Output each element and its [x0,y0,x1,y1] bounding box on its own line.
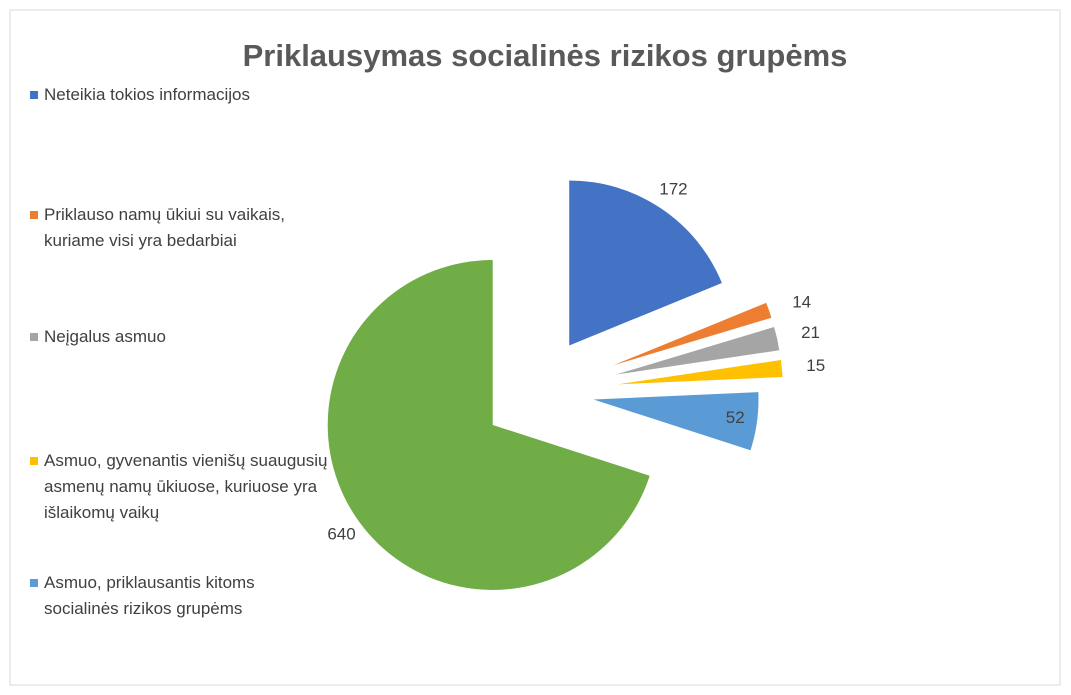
pie-slice [593,392,759,451]
legend-label: Neįgalus asmuo [44,327,166,346]
legend-entry: Neteikia tokios informacijos [30,82,334,108]
data-label: 14 [792,292,811,311]
legend-swatch [30,457,38,465]
legend-entry: Neįgalus asmuo [30,324,334,350]
legend-label: Asmuo, priklausantis kitoms socialinės r… [44,573,255,618]
legend-swatch [30,91,38,99]
legend-label: Neteikia tokios informacijos [44,85,250,104]
pie-slice [617,360,783,385]
legend-label: Priklauso namų ūkiui su vaikais, kuriame… [44,205,285,250]
legend-swatch [30,211,38,219]
pie-slice [327,259,650,590]
data-label: 640 [327,524,355,543]
pie-slice [569,180,722,346]
data-label: 15 [806,356,825,375]
pie-slice [613,302,772,366]
legend-entry: Asmuo, priklausantis kitoms socialinės r… [30,570,334,622]
legend-swatch [30,333,38,341]
data-label: 21 [801,323,820,342]
legend-label: Asmuo, gyvenantis vienišų suaugusių asme… [44,451,328,522]
legend-entry: Priklauso namų ūkiui su vaikais, kuriame… [30,202,334,254]
data-label: 52 [726,408,745,427]
pie-slice [616,327,780,375]
legend-entry: Asmuo, gyvenantis vienišų suaugusių asme… [30,448,334,526]
data-label: 172 [659,180,687,199]
chart-title: Priklausymas socialinės rizikos grupėms [243,38,848,73]
legend-swatch [30,579,38,587]
